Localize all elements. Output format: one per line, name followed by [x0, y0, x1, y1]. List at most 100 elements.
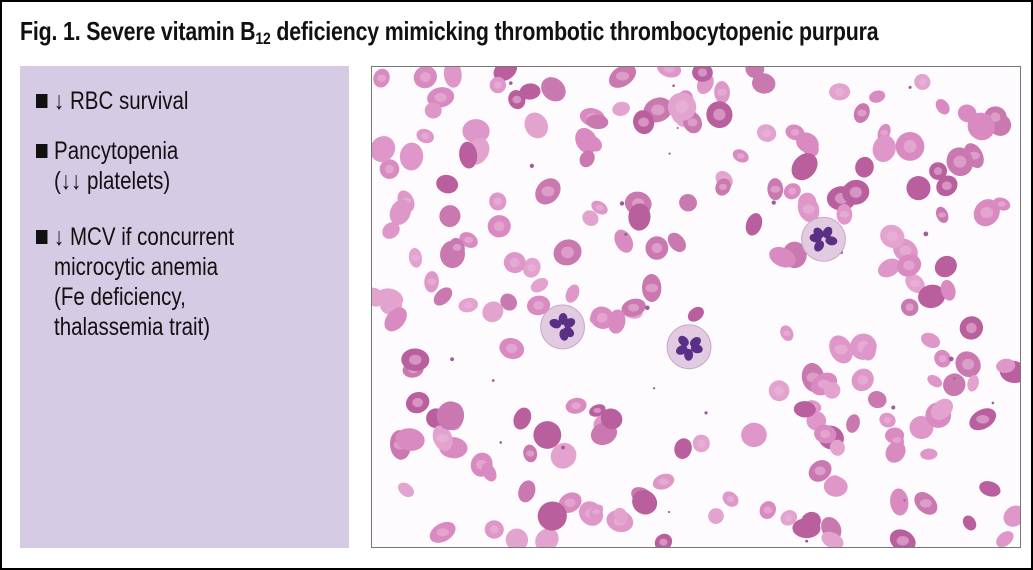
platelet: [561, 445, 565, 450]
red-blood-cell: [535, 528, 559, 547]
neutrophil-nucleus-lobe: [825, 236, 838, 246]
red-blood-cell: [614, 507, 628, 523]
red-blood-cell: [579, 150, 595, 168]
rbc-pallor: [651, 104, 665, 116]
red-blood-cell: [823, 476, 848, 497]
red-blood-cell: [872, 135, 896, 163]
platelet: [645, 305, 650, 311]
rbc-pallor: [934, 167, 943, 176]
rbc-pallor: [899, 245, 912, 256]
red-blood-cell: [846, 414, 860, 433]
red-blood-cell: [462, 119, 490, 144]
rbc-pallor: [990, 112, 1001, 123]
rbc-pallor: [905, 303, 914, 312]
rbc-pallor: [980, 207, 994, 219]
rbc-pallor: [790, 128, 800, 136]
rbc-pallor: [434, 92, 447, 102]
rbc-pallor: [421, 132, 430, 140]
red-blood-cell: [1003, 505, 1020, 527]
red-blood-cell: [481, 462, 497, 482]
red-blood-cell: [741, 422, 767, 448]
platelet: [672, 84, 675, 88]
red-blood-cell: [862, 343, 876, 361]
rbc-pallor: [774, 386, 784, 396]
rbc-pallor: [886, 231, 898, 242]
red-blood-cell: [372, 136, 396, 163]
platelet: [923, 231, 929, 237]
rbc-pallor: [820, 429, 831, 439]
red-blood-cell: [505, 528, 529, 547]
red-blood-cell: [519, 83, 541, 100]
red-blood-cell: [935, 98, 950, 115]
rbc-pallor: [509, 257, 520, 268]
rbc-pallor: [436, 433, 449, 443]
rbc-pallor: [903, 260, 915, 271]
rbc-pallor: [658, 478, 669, 486]
rbc-pallor: [883, 416, 892, 424]
red-blood-cell: [530, 277, 549, 293]
red-blood-cell: [687, 306, 704, 322]
rbc-pallor: [788, 187, 797, 195]
rbc-pallor: [953, 155, 967, 168]
neutrophil-nucleus-lobe: [822, 226, 833, 239]
rbc-pallor: [834, 87, 845, 96]
rbc-pallor: [903, 139, 917, 153]
rbc-pallor: [533, 301, 544, 310]
neutrophil-nucleus-lobe: [559, 328, 569, 341]
red-blood-cell: [500, 293, 518, 311]
red-blood-cell: [829, 439, 845, 456]
red-blood-cell: [890, 488, 909, 516]
red-blood-cell: [962, 515, 977, 531]
red-blood-cell: [612, 101, 630, 116]
rbc-pallor: [802, 204, 815, 214]
red-blood-cell: [537, 501, 567, 531]
rbc-pallor: [596, 312, 608, 323]
red-blood-cell: [384, 307, 407, 332]
rbc-pallor: [494, 81, 502, 89]
platelet: [499, 441, 503, 444]
rbc-pallor: [561, 246, 575, 259]
red-blood-cell: [424, 102, 442, 119]
rbc-pallor: [506, 343, 518, 354]
red-blood-cell: [801, 511, 821, 531]
platelet: [508, 81, 513, 85]
red-blood-cell: [745, 67, 765, 79]
red-blood-cell: [967, 374, 979, 392]
red-blood-cell: [399, 142, 424, 171]
rbc-pallor: [849, 186, 862, 198]
rbc-pallor: [736, 153, 745, 159]
red-blood-cell: [376, 288, 404, 309]
red-blood-cell: [550, 442, 577, 469]
platelet: [903, 499, 906, 502]
rbc-pallor: [726, 496, 735, 503]
rbc-pallor: [697, 68, 708, 77]
red-blood-cell: [439, 205, 461, 228]
red-blood-cell: [607, 309, 626, 334]
red-blood-cell: [906, 176, 931, 201]
rbc-pallor: [512, 95, 522, 104]
rbc-pallor: [489, 525, 499, 534]
red-blood-cell: [667, 232, 686, 253]
rbc-pallor: [814, 466, 826, 476]
rbc-pallor: [857, 375, 868, 385]
platelet: [450, 357, 455, 362]
red-blood-cell: [979, 481, 1001, 497]
red-blood-cell: [934, 255, 957, 278]
red-blood-cell: [600, 408, 623, 430]
red-blood-cell: [802, 139, 819, 157]
neutrophil-nucleus-lobe: [676, 345, 688, 355]
red-blood-cell: [867, 391, 887, 409]
rbc-pallor: [571, 402, 581, 410]
platelet: [676, 127, 679, 130]
platelet: [908, 85, 912, 89]
rbc-pallor: [783, 330, 791, 336]
platelet: [491, 379, 495, 382]
blood-smear-image: [372, 67, 1020, 547]
platelet: [652, 387, 656, 390]
red-blood-cell: [996, 531, 1014, 547]
rbc-pallor: [719, 183, 728, 191]
rbc-pallor: [593, 407, 602, 414]
platelet: [668, 510, 671, 514]
rbc-pallor: [976, 414, 990, 424]
neutrophil: [801, 216, 846, 262]
